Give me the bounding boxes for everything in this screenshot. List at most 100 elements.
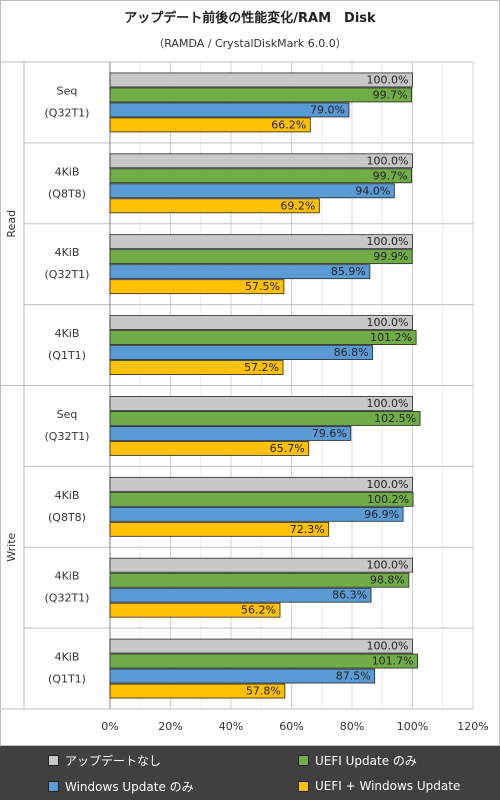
category-label: (Q32T1) [45, 592, 90, 605]
bar [109, 234, 413, 250]
bar [109, 411, 421, 426]
bar [109, 249, 413, 265]
bar-value-label: 102.5% [374, 412, 416, 425]
category-label: 4KiB [55, 246, 80, 259]
bar [109, 476, 413, 492]
bar [109, 72, 413, 88]
bar [109, 521, 330, 537]
category-label: (Q32T1) [45, 268, 90, 281]
bar-value-label: 56.2% [241, 604, 276, 617]
x-tick-label: 0% [101, 720, 118, 733]
legend-label: アップデートなし [65, 753, 162, 768]
category-label: (Q8T8) [48, 511, 86, 524]
legend-item-uefi-update: UEFI Update のみ [298, 751, 417, 769]
bar [109, 117, 311, 133]
bar-value-label: 65.7% [270, 442, 305, 455]
x-tick-label: 20% [158, 720, 182, 733]
bar [109, 638, 413, 654]
category-label: 4KiB [55, 570, 80, 583]
bar [109, 198, 320, 214]
category-label: (Q8T8) [48, 187, 86, 200]
bar-value-label: 98.8% [370, 574, 405, 587]
legend-item-no-update: アップデートなし [48, 751, 161, 769]
bar-value-label: 100.0% [367, 397, 409, 410]
bar [109, 491, 414, 507]
bar-value-label: 79.0% [310, 103, 345, 116]
bar [109, 264, 371, 280]
bar-value-label: 96.9% [364, 508, 399, 521]
bar-value-label: 100.2% [367, 493, 409, 506]
legend-item-windows-update: Windows Update のみ [48, 777, 194, 795]
category-label: Seq [57, 84, 78, 97]
bar [109, 102, 350, 118]
bar [109, 315, 413, 330]
bar-value-label: 57.8% [246, 685, 281, 698]
bar [109, 602, 281, 618]
category-label: Seq [57, 408, 78, 421]
bar-value-label: 100.0% [367, 559, 409, 572]
category-label: (Q1T1) [48, 673, 86, 686]
bar-value-label: 86.3% [332, 589, 367, 602]
bar-value-label: 79.6% [312, 427, 347, 440]
bar [109, 683, 286, 699]
bar-value-label: 94.0% [355, 184, 390, 197]
bar-value-label: 100.0% [367, 235, 409, 248]
category-label: 4KiB [55, 165, 80, 178]
x-tick-label: 80% [340, 720, 364, 733]
chart-title: アップデート前後の性能変化/RAM Disk [124, 10, 376, 26]
x-tick-label: 100% [397, 720, 428, 733]
bar-value-label: 69.2% [280, 199, 315, 212]
bar [109, 87, 412, 103]
legend-label: UEFI Update のみ [315, 753, 417, 768]
bar-value-label: 86.8% [334, 346, 369, 359]
category-label: (Q32T1) [45, 430, 90, 443]
chart-subtitle: （RAMDA / CrystalDiskMark 6.0.0） [153, 37, 347, 50]
bar-value-label: 66.2% [271, 118, 306, 131]
bar-value-label: 57.2% [244, 361, 279, 374]
bar [109, 506, 404, 522]
bar-value-label: 101.7% [372, 655, 414, 668]
legend-label: Windows Update のみ [65, 779, 194, 794]
legend-swatch [48, 780, 59, 792]
bar-value-label: 100.0% [367, 73, 409, 86]
bar-value-label: 72.3% [290, 523, 325, 536]
category-label: (Q32T1) [45, 106, 90, 119]
bar-value-label: 99.7% [373, 169, 408, 182]
bar-value-label: 100.0% [367, 154, 409, 167]
category-label: 4KiB [55, 651, 80, 664]
bar-value-label: 99.7% [373, 88, 408, 101]
bar [109, 557, 413, 573]
group-label-write: Write [5, 532, 18, 561]
bar-value-label: 101.2% [370, 331, 412, 344]
bar-value-label: 85.9% [331, 265, 366, 278]
bar [109, 668, 376, 684]
legend-swatch [48, 754, 59, 766]
bar [109, 183, 395, 199]
category-label: (Q1T1) [48, 349, 86, 362]
legend-label: UEFI + Windows Update [315, 779, 461, 793]
legend-swatch [298, 754, 309, 766]
bar [109, 587, 372, 603]
chart-svg: アップデート前後の性能変化/RAM Disk （RAMDA / CrystalD… [0, 0, 500, 746]
x-tick-label: 40% [219, 720, 243, 733]
bar-value-label: 100.0% [367, 640, 409, 653]
legend-item-uefi-windows-update: UEFI + Windows Update [298, 777, 460, 795]
category-label: 4KiB [55, 489, 80, 502]
group-label-read: Read [5, 210, 18, 238]
category-label: 4KiB [55, 327, 80, 340]
bar [109, 426, 352, 441]
bar-value-label: 100.0% [367, 478, 409, 491]
legend: アップデートなし UEFI Update のみ Windows Update の… [0, 746, 500, 800]
bar [109, 330, 417, 345]
bar [109, 168, 412, 184]
legend-swatch [298, 780, 309, 792]
x-tick-label: 60% [279, 720, 303, 733]
bar [109, 572, 410, 588]
bar [109, 653, 419, 669]
bar [109, 153, 413, 169]
bar-value-label: 99.9% [373, 250, 408, 263]
bar [109, 360, 284, 375]
bar [109, 396, 413, 411]
bar-value-label: 100.0% [367, 316, 409, 329]
